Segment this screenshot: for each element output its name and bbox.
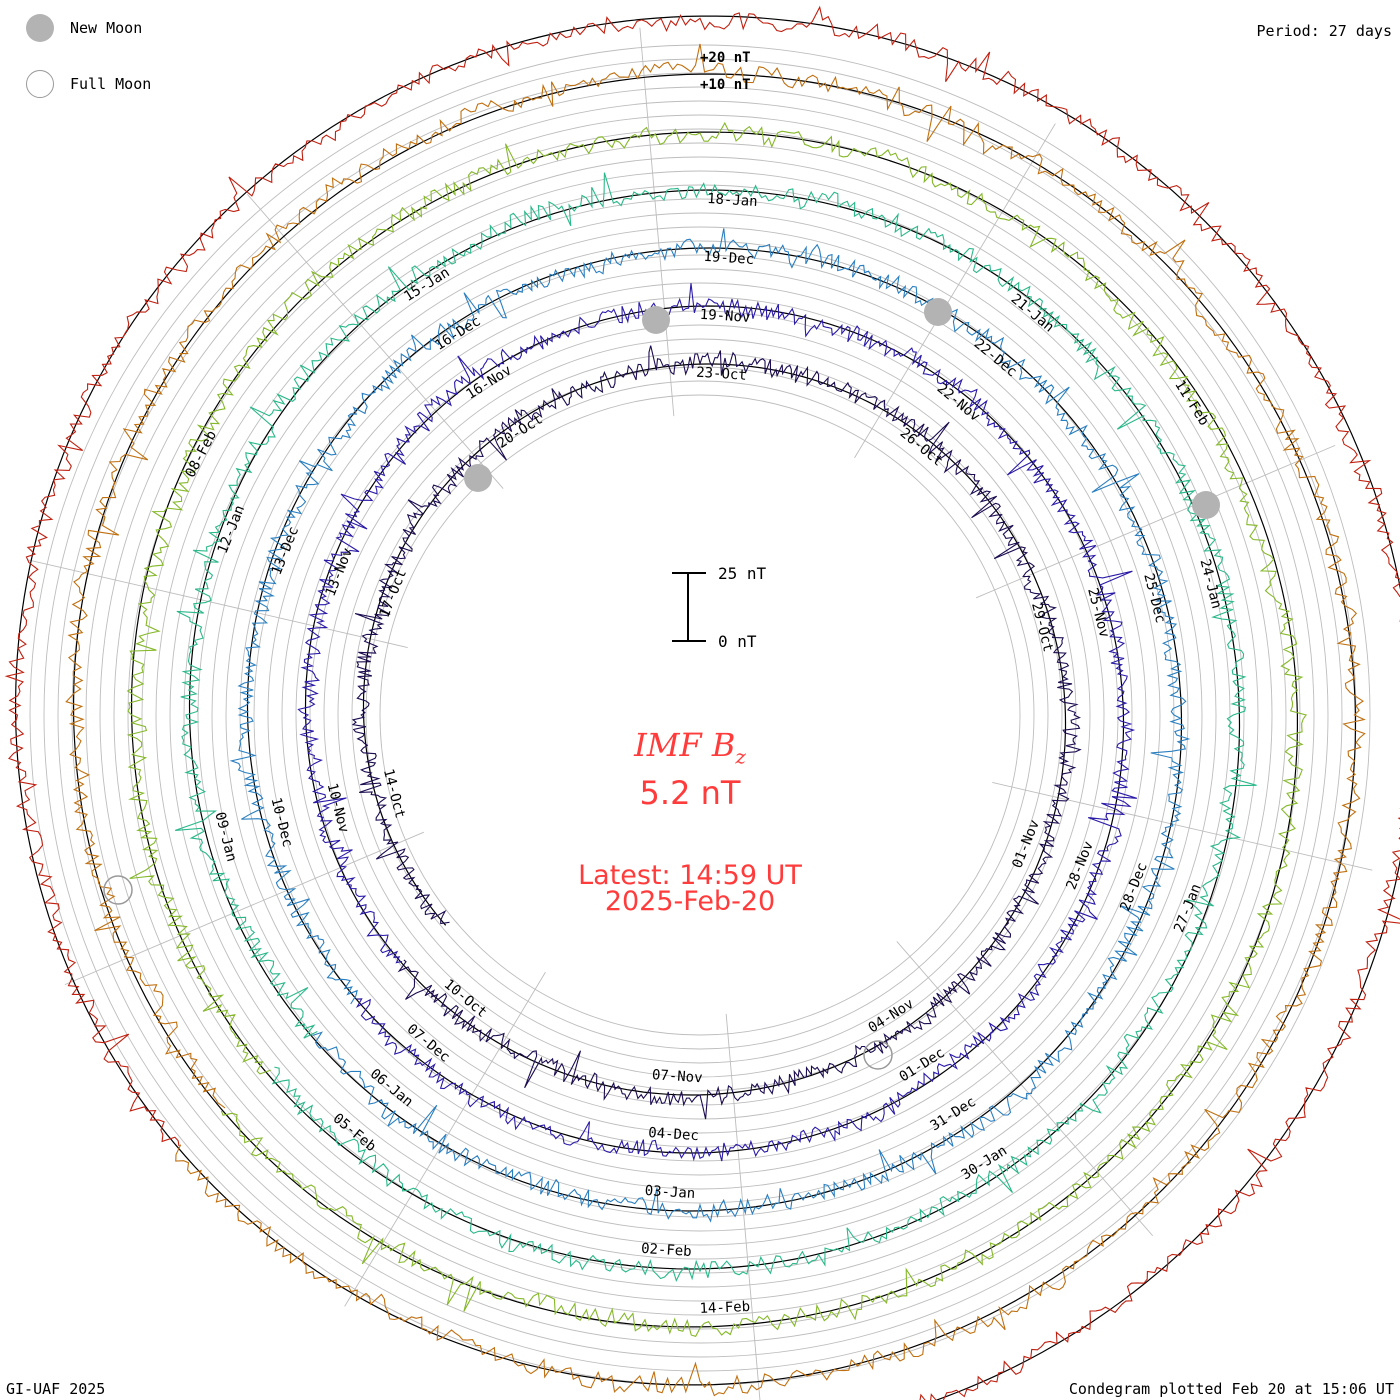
grid-spoke xyxy=(992,782,1373,871)
grid-spokes xyxy=(27,27,1373,1400)
grid-ring xyxy=(309,324,1091,1106)
grid-ring xyxy=(169,184,1231,1246)
center-title: IMF Bz xyxy=(490,726,890,768)
scale-bar-bottom-label: 0 nT xyxy=(718,632,757,651)
grid-ring xyxy=(211,226,1189,1204)
legend-full-moon: Full Moon xyxy=(26,70,151,98)
new-moon-marker xyxy=(1192,491,1220,519)
grid-ring xyxy=(267,282,1133,1148)
bz-trace-rotation-4 xyxy=(175,172,1257,1282)
ring-label-10: +10 nT xyxy=(700,77,751,93)
grid-ring xyxy=(225,240,1175,1190)
date-label: 07-Nov xyxy=(652,1067,703,1086)
footer-plot-time: Condegram plotted Feb 20 at 15:06 UT xyxy=(1068,1380,1394,1398)
grid-ring xyxy=(323,338,1077,1092)
ring-label-20: +20 nT xyxy=(700,50,751,66)
date-label: 14-Feb xyxy=(699,1299,750,1317)
baseline-spiral xyxy=(15,15,1400,1400)
grid-ring xyxy=(281,296,1119,1134)
date-label: 10-Oct xyxy=(441,976,490,1021)
legend-new-moon-label: New Moon xyxy=(70,19,143,37)
grid-ring xyxy=(337,352,1063,1078)
new-moon-icon xyxy=(26,14,54,42)
grid-ring xyxy=(71,86,1329,1344)
period-label: Period: 27 days xyxy=(1256,22,1392,40)
new-moon-marker xyxy=(642,306,670,334)
bz-trace-rotation-3 xyxy=(229,228,1191,1223)
legend-new-moon: New Moon xyxy=(26,14,142,42)
title-subscript: z xyxy=(735,744,746,769)
grid-ring xyxy=(197,212,1203,1218)
grid-rings xyxy=(29,44,1371,1386)
grid-spoke xyxy=(64,831,425,986)
center-value: 5.2 nT xyxy=(639,774,741,812)
grid-ring xyxy=(127,142,1273,1288)
date-label: 08-Feb xyxy=(182,428,220,480)
title-main: IMF B xyxy=(634,726,736,764)
bz-trace-rotation-1 xyxy=(351,345,1082,1120)
date-label: 02-Feb xyxy=(641,1241,692,1260)
grid-ring xyxy=(351,366,1049,1064)
latest-time: Latest: 14:59 UT xyxy=(578,860,802,891)
full-moon-marker xyxy=(103,875,133,905)
bz-trace-rotation-2 xyxy=(297,283,1138,1162)
scale-bar-top-label: 25 nT xyxy=(718,564,767,583)
grid-spoke xyxy=(896,941,1154,1237)
date-label: 23-Oct xyxy=(696,365,747,384)
grid-ring xyxy=(99,114,1301,1316)
date-label: 07-Dec xyxy=(404,1021,453,1066)
grid-ring xyxy=(57,72,1343,1358)
grid-spoke xyxy=(27,559,408,648)
full-moon-marker xyxy=(863,1040,893,1070)
moon-markers xyxy=(103,298,1220,1070)
date-label: 31-Dec xyxy=(928,1094,979,1135)
date-label: 04-Dec xyxy=(648,1125,699,1144)
new-moon-marker xyxy=(924,298,952,326)
grid-spoke xyxy=(246,193,504,489)
footer-credit: GI-UAF 2025 xyxy=(6,1380,106,1398)
bz-trace-rotation-5 xyxy=(126,121,1308,1337)
grid-ring xyxy=(183,198,1217,1232)
legend-full-moon-label: Full Moon xyxy=(70,75,152,93)
grid-ring xyxy=(379,394,1021,1036)
new-moon-marker xyxy=(464,464,492,492)
grid-ring xyxy=(239,254,1161,1176)
bz-trace-rotation-7 xyxy=(4,5,1400,1400)
baseline-path xyxy=(15,15,1400,1400)
date-label: 09-Jan xyxy=(211,810,239,863)
date-label: 12-Jan xyxy=(215,503,248,556)
date-label: 01-Dec xyxy=(897,1045,948,1086)
date-label: 18-Jan xyxy=(707,191,758,210)
bz-traces xyxy=(4,5,1400,1400)
date-label: 30-Jan xyxy=(959,1143,1010,1184)
grid-ring xyxy=(43,58,1357,1372)
grid-ring xyxy=(29,44,1371,1386)
full-moon-icon xyxy=(26,70,54,98)
grid-ring xyxy=(253,268,1147,1162)
date-label: 19-Nov xyxy=(699,307,750,326)
bz-trace-rotation-6 xyxy=(65,43,1366,1397)
grid-ring xyxy=(141,156,1259,1274)
grid-spoke xyxy=(344,971,546,1307)
grid-ring xyxy=(113,128,1287,1302)
grid-spoke xyxy=(854,123,1056,459)
date-label: 14-Oct xyxy=(380,767,408,820)
date-label: 13-Nov xyxy=(323,546,356,599)
grid-spoke xyxy=(975,444,1336,599)
grid-spoke xyxy=(639,27,675,417)
grid-ring xyxy=(365,380,1035,1050)
date-label: 04-Nov xyxy=(866,996,917,1037)
date-label: 03-Jan xyxy=(644,1183,695,1202)
grid-ring xyxy=(155,170,1245,1260)
scale-bar: 25 nT 0 nT xyxy=(672,564,767,651)
latest-date: 2025-Feb-20 xyxy=(604,886,776,917)
date-label: 19-Dec xyxy=(703,249,754,268)
grid-ring xyxy=(295,310,1105,1120)
